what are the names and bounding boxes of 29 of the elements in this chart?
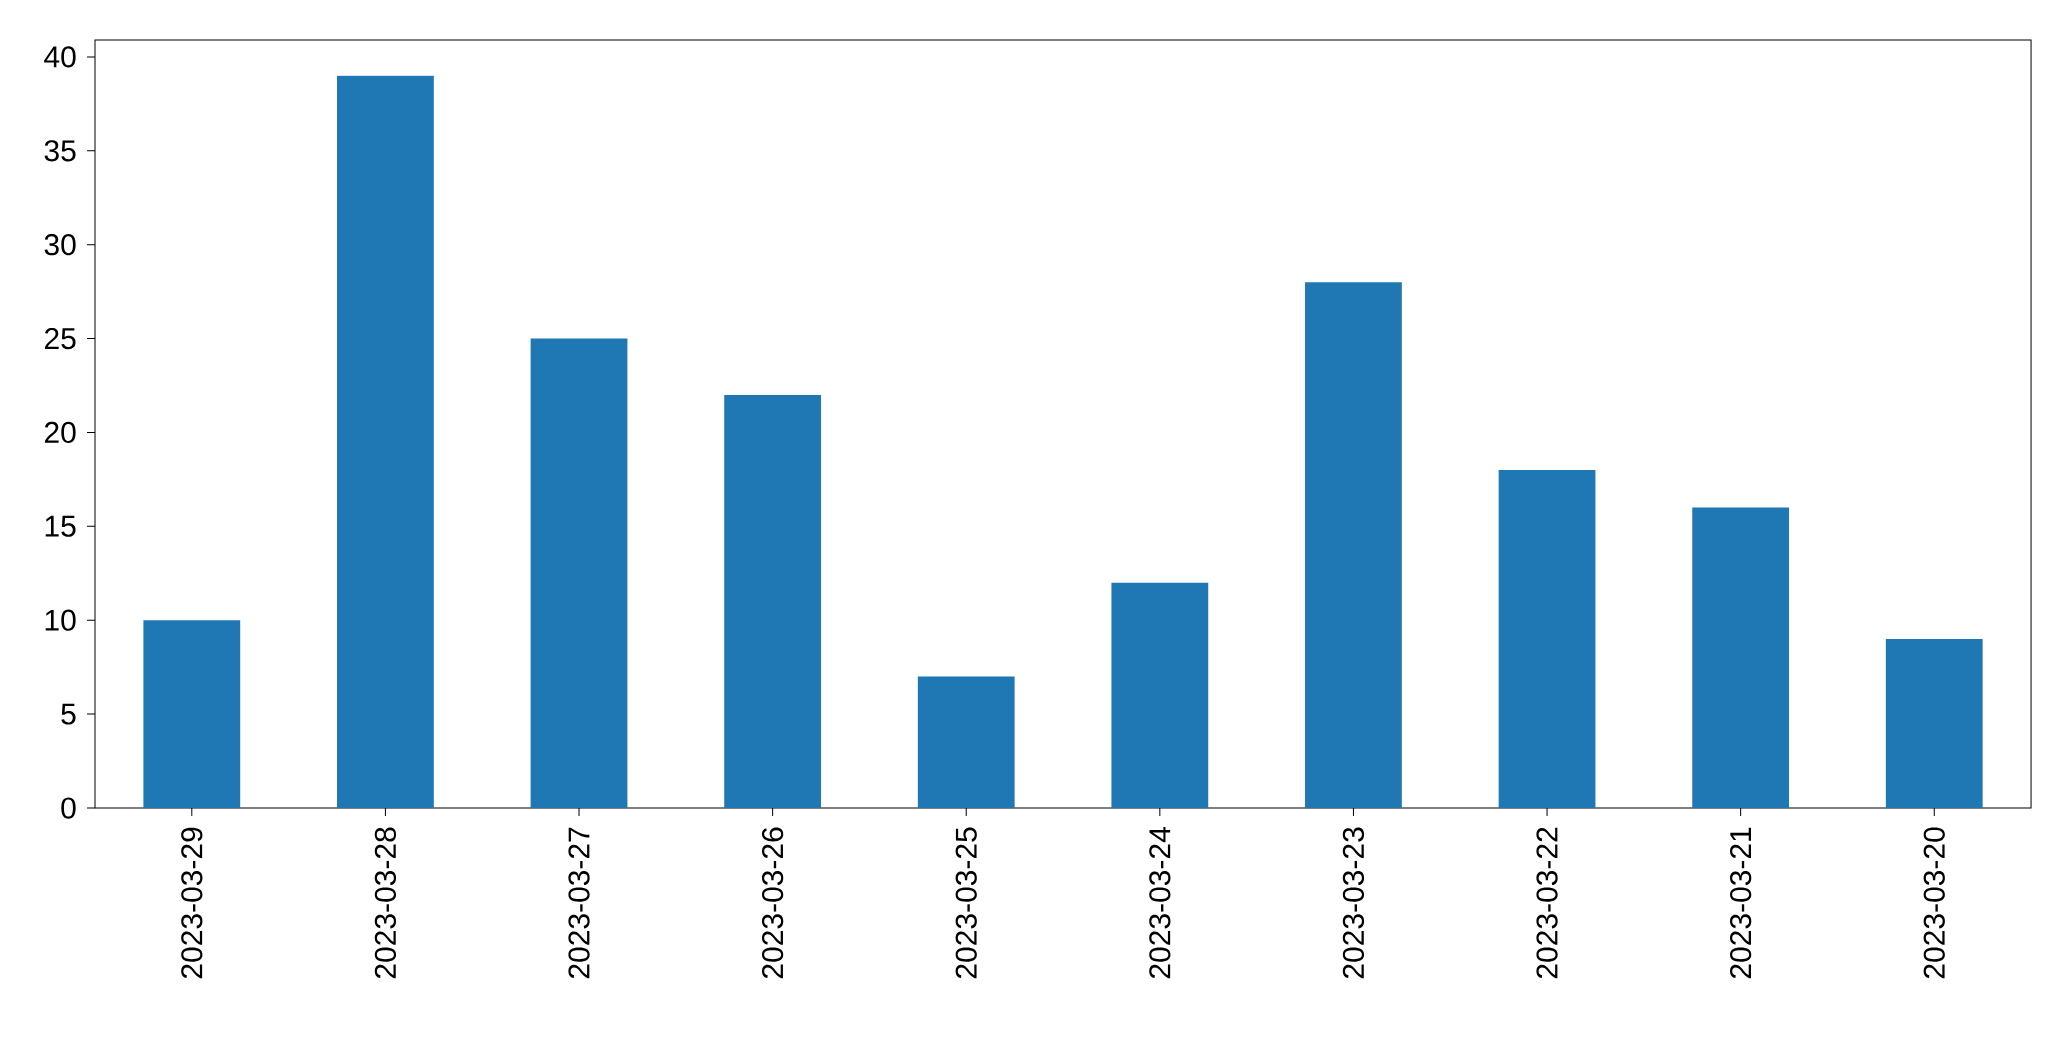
- y-tick-label: 15: [45, 515, 76, 537]
- y-tick-label: 20: [44, 421, 76, 444]
- bar: [1111, 582, 1209, 808]
- bar: [1692, 507, 1790, 808]
- x-tick-label: 2023-03-20: [1923, 827, 1945, 979]
- y-tick-label: 10: [45, 609, 76, 631]
- bar: [1498, 470, 1596, 808]
- x-tick-label: 2023-03-22: [1536, 827, 1558, 979]
- y-tick-label: 0: [61, 797, 76, 819]
- x-tick-label: 2023-03-25: [955, 827, 977, 979]
- x-tick-label: 2023-03-26: [762, 827, 784, 979]
- bar: [1305, 282, 1402, 808]
- bar: [337, 75, 434, 808]
- bar: [530, 338, 628, 808]
- x-tick-label: 2023-03-27: [568, 827, 590, 979]
- bar: [917, 676, 1015, 808]
- bar: [143, 620, 241, 808]
- x-tick-label: 2023-03-28: [374, 827, 397, 979]
- bar: [1885, 639, 1983, 808]
- x-tick-label: 2023-03-21: [1730, 827, 1752, 979]
- x-tick-label: 2023-03-29: [181, 827, 203, 979]
- x-tick-label: 2023-03-23: [1342, 827, 1365, 979]
- bar: [724, 394, 822, 808]
- y-tick-label: 30: [44, 234, 76, 256]
- x-tick-label: 2023-03-24: [1149, 827, 1171, 979]
- y-tick-label: 40: [44, 46, 76, 68]
- y-tick-label: 35: [44, 140, 76, 162]
- y-tick-label: 5: [61, 703, 76, 725]
- y-tick-label: 25: [44, 327, 76, 350]
